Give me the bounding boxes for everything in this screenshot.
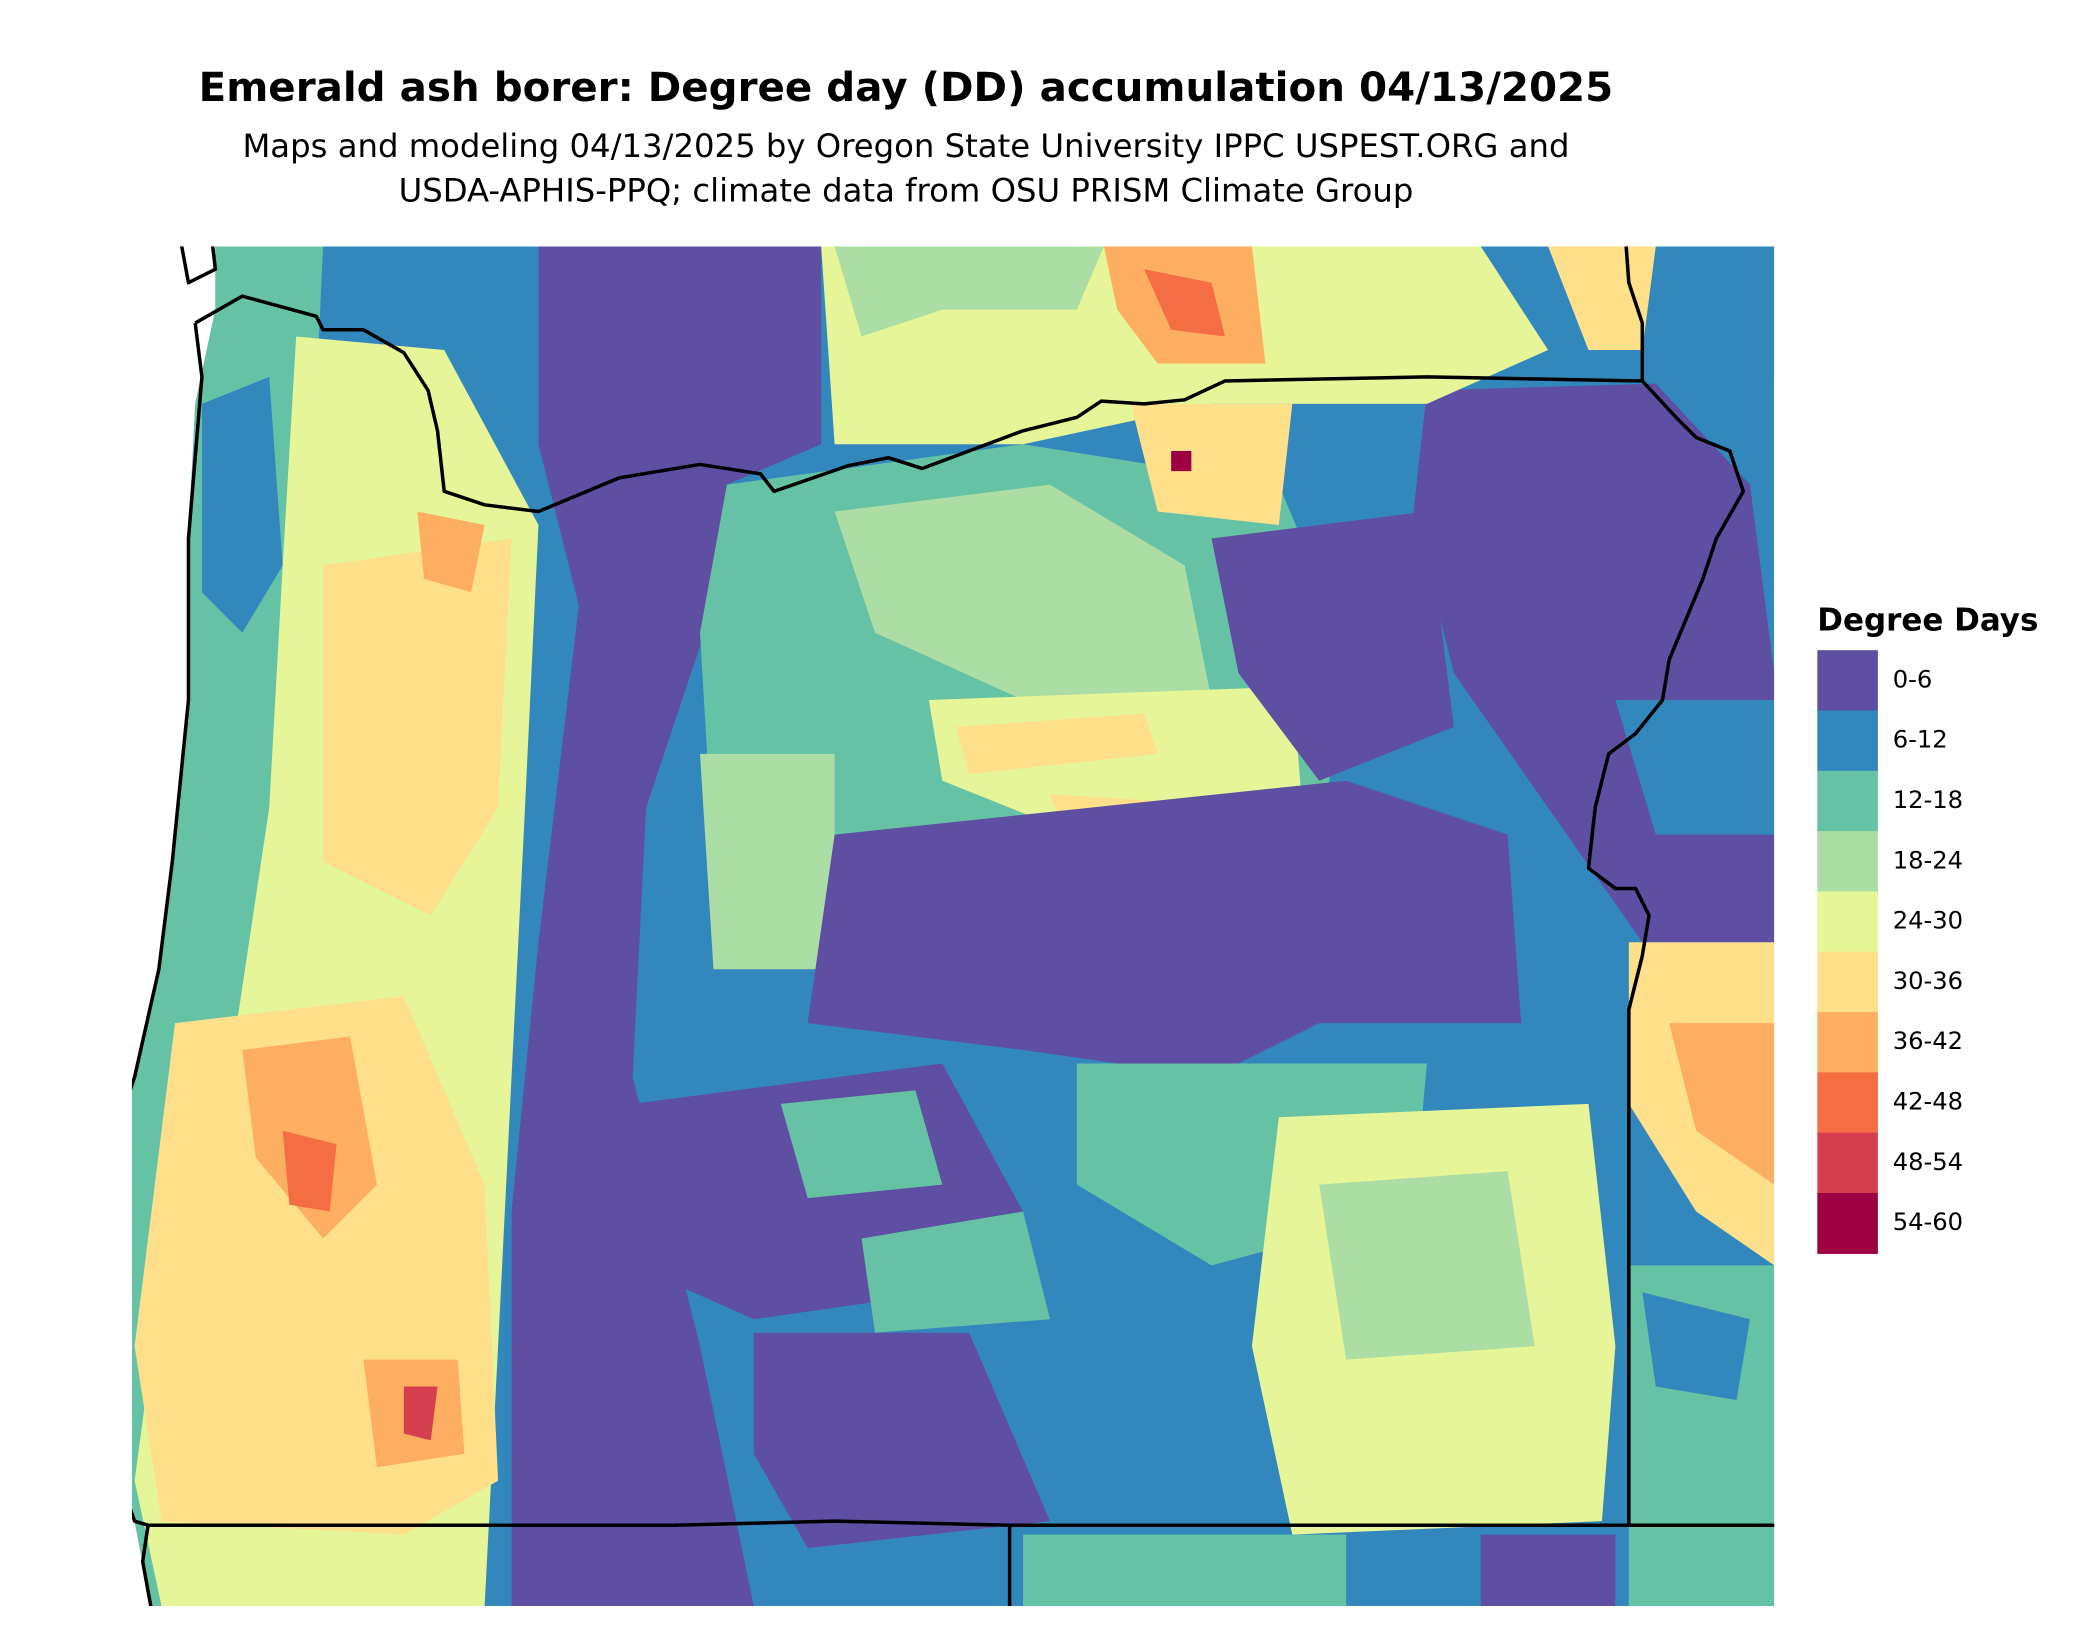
legend-title: Degree Days	[1817, 602, 2038, 638]
legend-swatch	[1817, 951, 1878, 1013]
legend-swatch	[1817, 831, 1878, 893]
legend-swatch	[1817, 891, 1878, 953]
legend-swatch	[1817, 1012, 1878, 1074]
legend-label: 24-30	[1893, 907, 1963, 935]
legend-label: 42-48	[1893, 1088, 1963, 1116]
legend-label: 6-12	[1893, 726, 1948, 754]
legend-swatch	[1817, 710, 1878, 772]
legend-label: 48-54	[1893, 1148, 1963, 1176]
legend-label: 36-42	[1893, 1027, 1963, 1055]
legend-label: 0-6	[1893, 665, 1933, 693]
raster-map	[131, 246, 1775, 1606]
legend-label: 30-36	[1893, 967, 1963, 995]
legend-swatch	[1817, 1072, 1878, 1134]
legend-swatch	[1817, 1192, 1878, 1254]
map-subtitle: USDA-APHIS-PPQ; climate data from OSU PR…	[399, 172, 1414, 210]
legend-swatch	[1817, 1132, 1878, 1194]
legend-label: 18-24	[1893, 846, 1963, 874]
legend-label: 12-18	[1893, 786, 1963, 814]
legend-swatch	[1817, 770, 1878, 832]
map-subtitle: Maps and modeling 04/13/2025 by Oregon S…	[242, 127, 1569, 165]
map-title: Emerald ash borer: Degree day (DD) accum…	[199, 64, 1614, 111]
legend-label: 54-60	[1893, 1208, 1963, 1236]
legend: 0-6 6-12 12-18 18-24 24-30 30-36 36-42 42-48 48-…	[1817, 650, 1963, 1254]
legend-swatch	[1817, 650, 1878, 712]
